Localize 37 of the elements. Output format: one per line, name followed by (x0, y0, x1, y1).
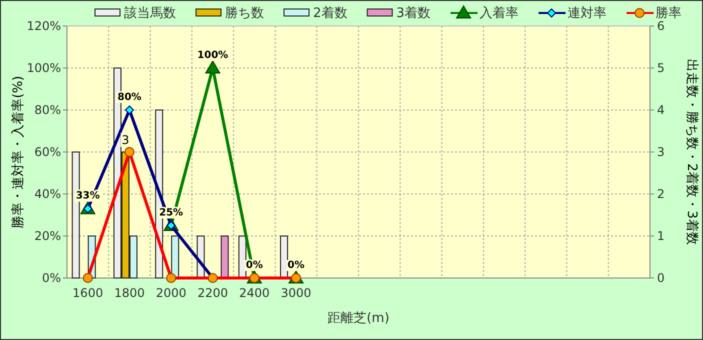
y2-tick-label: 5 (657, 61, 665, 75)
x-tick-label: 2000 (156, 286, 186, 300)
x-tick-label: 2400 (239, 286, 270, 300)
data-label: 100% (197, 50, 228, 61)
y2-tick-label: 1 (657, 229, 665, 243)
legend-label: 勝率 (656, 5, 682, 21)
y2-tick-label: 6 (657, 19, 665, 33)
data-label: 3 (122, 133, 130, 147)
y2-tick-label: 4 (657, 103, 665, 117)
data-label: 0% (288, 260, 305, 271)
x-tick-label: 3000 (280, 286, 312, 300)
y-tick-label: 20% (34, 229, 61, 243)
x-tick-label: 2200 (197, 286, 228, 300)
y2-tick-label: 3 (657, 145, 665, 159)
y-tick-label: 100% (26, 61, 61, 75)
legend-label: 3着数 (396, 5, 431, 21)
data-label: 33% (76, 190, 100, 202)
y-tick-label: 80% (34, 103, 61, 117)
legend-label: 2着数 (313, 5, 348, 21)
y-tick-label: 60% (34, 145, 61, 159)
y-tick-label: 40% (34, 187, 61, 201)
data-label: 80% (117, 92, 142, 103)
legend-label: 該当馬数 (124, 5, 176, 21)
legend-label: 勝ち数 (225, 6, 264, 21)
y2-tick-label: 2 (657, 187, 665, 201)
data-label: 0% (246, 260, 263, 271)
y-tick-label: 0% (42, 271, 61, 285)
y2-tick-label: 0 (657, 271, 665, 285)
y-axis-title: 勝率・連対率・入着率(%) (10, 76, 26, 228)
legend-label: 入着率 (480, 5, 519, 21)
y2-axis-title: 出走数・勝ち数・2着数・3着数 (684, 59, 700, 245)
y-tick-label: 120% (26, 19, 61, 33)
legend-label: 連対率 (568, 5, 607, 21)
x-tick-label: 1800 (114, 286, 145, 300)
data-label: 25% (159, 208, 184, 218)
x-tick-label: 1600 (72, 286, 104, 300)
x-axis-title: 距離芝(m) (328, 311, 390, 326)
